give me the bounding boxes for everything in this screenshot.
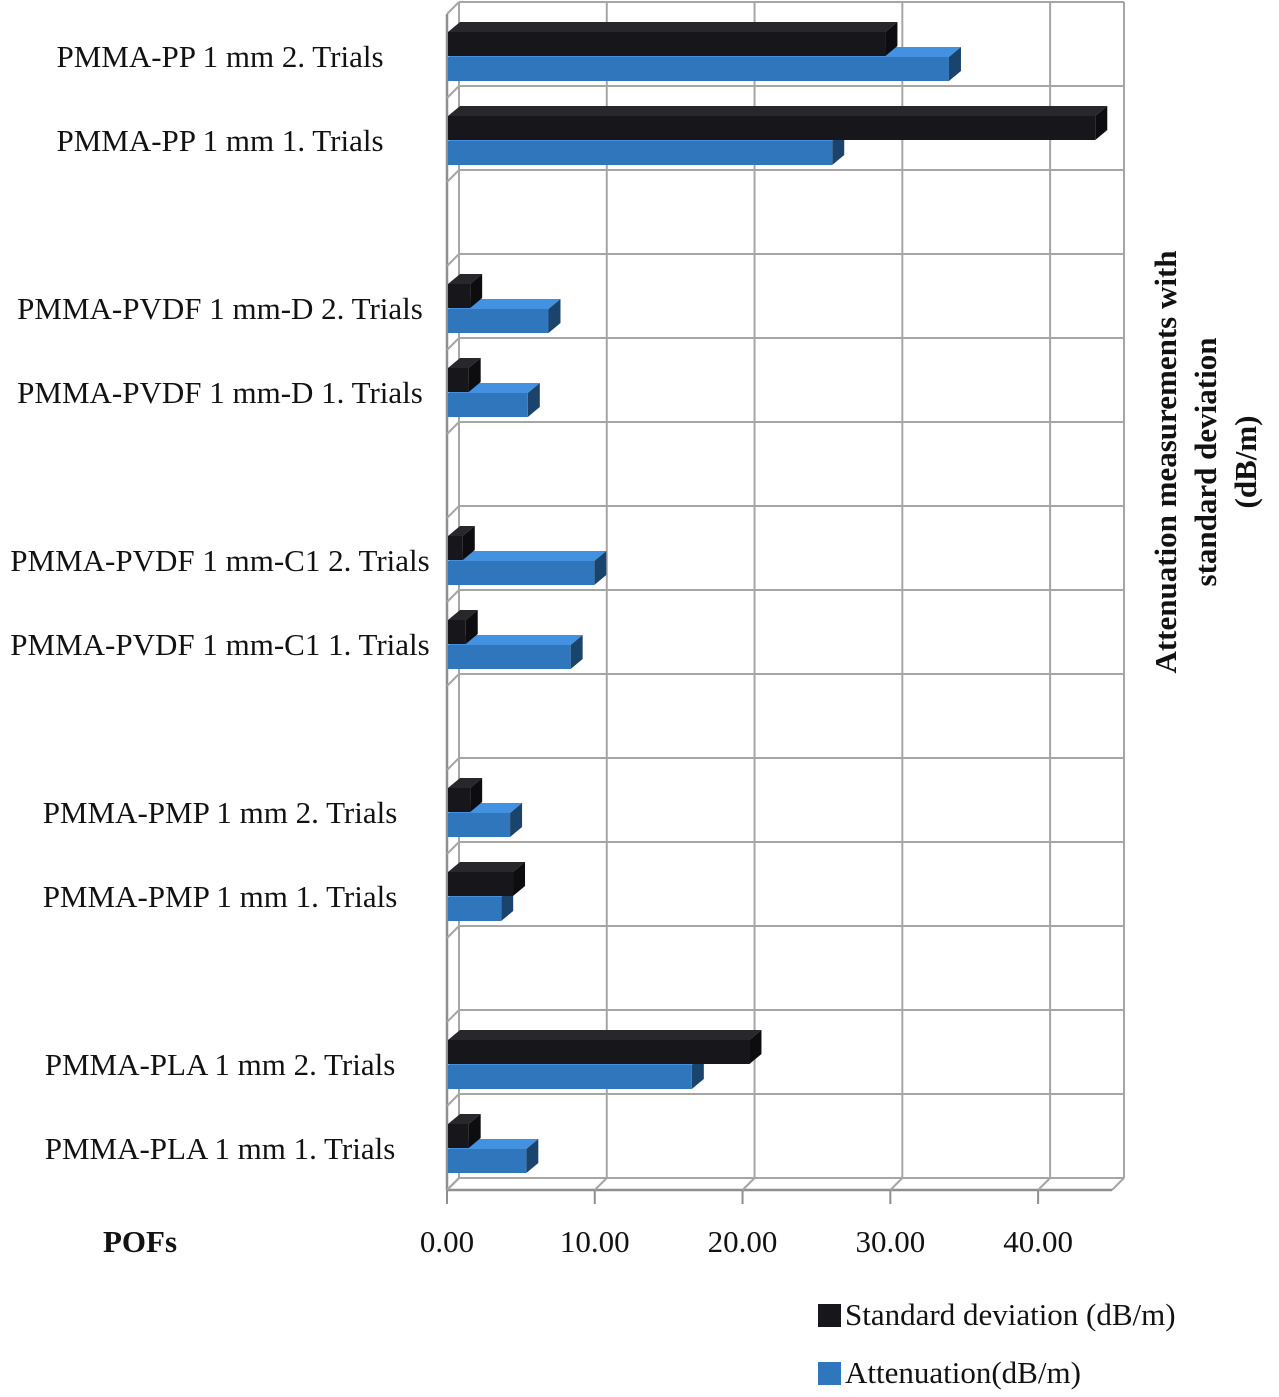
- bar-standard-deviation: [448, 1040, 750, 1064]
- bar-standard-deviation: [448, 1124, 469, 1148]
- bar-standard-deviation-top: [448, 778, 483, 788]
- x-tick-label: 40.00: [1003, 1224, 1073, 1259]
- bar-standard-deviation: [448, 368, 469, 392]
- category-label: PMMA-PMP 1 mm 2. Trials: [42, 794, 398, 830]
- wall-connector: [446, 757, 460, 771]
- wall-connector: [446, 925, 460, 939]
- category-label: PMMA-PLA 1 mm 2. Trials: [44, 1046, 396, 1082]
- bar-attenuation: [448, 309, 549, 333]
- bar-attenuation: [448, 1065, 692, 1089]
- bar-standard-deviation: [448, 32, 886, 56]
- bar-standard-deviation-side: [468, 1114, 481, 1148]
- bar-standard-deviation-side: [470, 778, 483, 812]
- category-label: PMMA-PMP 1 mm 1. Trials: [42, 878, 398, 914]
- bar-standard-deviation-side: [1095, 106, 1108, 140]
- x-tick-label: 0.00: [419, 1224, 475, 1259]
- floor-connector: [741, 1177, 756, 1191]
- bar-attenuation-side: [570, 635, 583, 669]
- wall-connector: [446, 589, 460, 603]
- bar-standard-deviation-top: [448, 274, 483, 284]
- wall-connector: [446, 253, 460, 267]
- bar-attenuation: [448, 393, 528, 417]
- bar-attenuation: [448, 561, 595, 585]
- bar-standard-deviation-side: [513, 862, 526, 896]
- legend-swatch-attenuation-icon: [818, 1361, 841, 1385]
- floor-connector: [594, 1177, 608, 1191]
- wall-connector: [446, 1, 460, 15]
- legend-item-attenuation: Attenuation(dB/m): [818, 1355, 1176, 1391]
- wall-connector: [446, 1093, 460, 1107]
- bar-standard-deviation-side: [468, 358, 481, 392]
- legend-item-standard-deviation: Standard deviation (dB/m): [818, 1297, 1176, 1333]
- bar-standard-deviation-top: [448, 22, 898, 32]
- bar-attenuation-side: [527, 383, 540, 417]
- bar-standard-deviation-top: [448, 526, 475, 536]
- bar-standard-deviation-top: [448, 358, 481, 368]
- bar-attenuation: [448, 57, 949, 81]
- bar-attenuation-side: [594, 551, 607, 585]
- bar-standard-deviation-top: [448, 1030, 762, 1040]
- bar-standard-deviation-top: [448, 106, 1108, 116]
- x-tick-label: 30.00: [855, 1224, 926, 1259]
- bar-standard-deviation-side: [462, 526, 475, 560]
- category-label: PMMA-PP 1 mm 2. Trials: [56, 38, 384, 74]
- category-label: PMMA-PVDF 1 mm-D 2. Trials: [17, 290, 423, 326]
- wall-connector: [446, 673, 460, 687]
- category-label: PMMA-PP 1 mm 1. Trials: [56, 122, 384, 158]
- bar-attenuation: [448, 897, 502, 921]
- x-tick-label: 10.00: [559, 1224, 630, 1259]
- legend-label-attenuation: Attenuation(dB/m): [845, 1355, 1081, 1390]
- bar-standard-deviation-side: [885, 22, 898, 56]
- bar-standard-deviation-top: [448, 1114, 481, 1124]
- bar-attenuation: [448, 813, 511, 837]
- floor-connector: [889, 1177, 904, 1191]
- wall-connector: [446, 1009, 460, 1023]
- bar-standard-deviation: [448, 116, 1096, 140]
- wall-connector: [446, 85, 460, 99]
- legend-swatch-standard-deviation-icon: [818, 1303, 841, 1327]
- bar-standard-deviation-side: [465, 610, 478, 644]
- bar-standard-deviation: [448, 620, 466, 644]
- bar-attenuation-side: [526, 1139, 539, 1173]
- floor-connector: [1037, 1177, 1051, 1191]
- category-label: PMMA-PVDF 1 mm-C1 2. Trials: [10, 542, 430, 578]
- bar-standard-deviation-side: [470, 274, 483, 308]
- wall-connector: [446, 505, 460, 519]
- wall-connector: [446, 169, 460, 183]
- bar-standard-deviation-top: [448, 862, 526, 872]
- category-label: PMMA-PLA 1 mm 1. Trials: [44, 1130, 396, 1166]
- bar-standard-deviation: [448, 788, 471, 812]
- bar-attenuation-top: [448, 635, 583, 645]
- category-label: PMMA-PVDF 1 mm-D 1. Trials: [17, 374, 423, 410]
- floor-right-connector: [1111, 1177, 1125, 1191]
- bar-attenuation: [448, 645, 571, 669]
- wall-connector: [446, 337, 460, 351]
- x-axis-title: POFs: [102, 1224, 178, 1259]
- bar-standard-deviation: [448, 284, 471, 308]
- bar-standard-deviation: [448, 872, 514, 896]
- wall-connector: [446, 841, 460, 855]
- bar-attenuation-side: [948, 47, 961, 81]
- y-axis-title: Attenuation measurements with standard d…: [1148, 250, 1263, 674]
- bar-standard-deviation: [448, 536, 463, 560]
- bar-standard-deviation-top: [448, 610, 478, 620]
- x-tick-label: 20.00: [707, 1224, 778, 1259]
- bar-attenuation: [448, 141, 833, 165]
- bar-attenuation-side: [510, 803, 523, 837]
- bar-attenuation: [448, 1149, 527, 1173]
- bar-standard-deviation-side: [749, 1030, 762, 1064]
- wall-connector: [446, 421, 460, 435]
- bar-attenuation-side: [548, 299, 561, 333]
- bar-attenuation-top: [448, 551, 607, 561]
- category-label: PMMA-PVDF 1 mm-C1 1. Trials: [10, 626, 430, 662]
- legend: Standard deviation (dB/m) Attenuation(dB…: [818, 1297, 1176, 1391]
- legend-label-standard-deviation: Standard deviation (dB/m): [845, 1297, 1176, 1332]
- floor-connector: [446, 1177, 460, 1191]
